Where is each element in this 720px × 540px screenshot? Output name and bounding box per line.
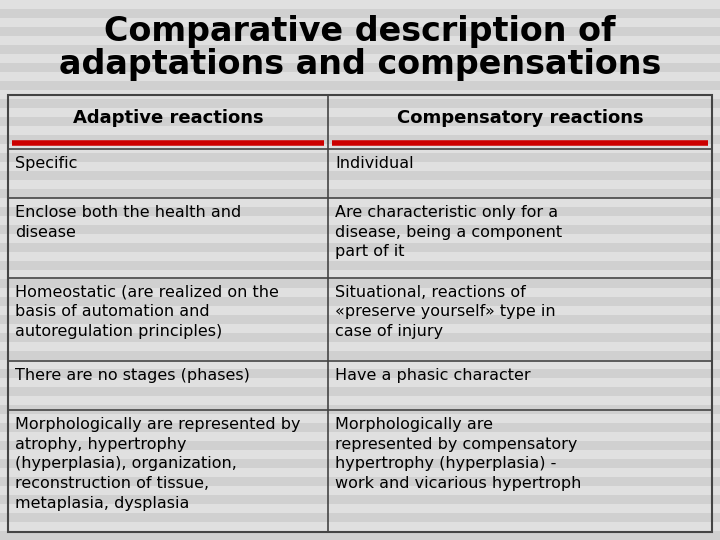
Bar — [0, 486, 720, 495]
Bar — [0, 387, 720, 396]
Text: Comparative description of: Comparative description of — [104, 15, 616, 48]
Text: Compensatory reactions: Compensatory reactions — [397, 109, 644, 127]
Bar — [0, 522, 720, 531]
Bar — [0, 0, 720, 9]
Bar — [0, 531, 720, 540]
Bar — [0, 144, 720, 153]
Bar — [0, 378, 720, 387]
Bar — [0, 153, 720, 162]
Bar — [0, 477, 720, 486]
Bar — [0, 297, 720, 306]
Bar — [0, 405, 720, 414]
Text: Have a phasic character: Have a phasic character — [336, 368, 531, 383]
Text: Enclose both the health and
disease: Enclose both the health and disease — [15, 205, 241, 240]
Bar — [0, 270, 720, 279]
Bar — [0, 126, 720, 135]
Bar — [0, 441, 720, 450]
Bar — [0, 468, 720, 477]
Bar — [0, 342, 720, 351]
Bar — [0, 27, 720, 36]
Bar — [0, 288, 720, 297]
Bar — [0, 351, 720, 360]
Bar — [0, 396, 720, 405]
Bar — [0, 252, 720, 261]
Bar — [0, 450, 720, 459]
Bar — [0, 369, 720, 378]
Bar — [0, 63, 720, 72]
Bar — [0, 360, 720, 369]
Bar — [0, 162, 720, 171]
Bar — [8, 95, 712, 532]
Bar — [0, 90, 720, 99]
Bar — [0, 36, 720, 45]
Text: There are no stages (phases): There are no stages (phases) — [15, 368, 250, 383]
Bar — [0, 306, 720, 315]
Bar — [0, 315, 720, 324]
Bar — [0, 333, 720, 342]
Bar — [0, 45, 720, 54]
Bar — [0, 504, 720, 513]
Bar — [0, 189, 720, 198]
Bar — [0, 279, 720, 288]
Text: Specific: Specific — [15, 156, 77, 171]
Bar — [0, 18, 720, 27]
Bar — [0, 9, 720, 18]
Bar — [0, 207, 720, 216]
Bar — [0, 198, 720, 207]
Bar — [0, 117, 720, 126]
Bar — [0, 423, 720, 432]
Bar — [0, 81, 720, 90]
Bar — [0, 54, 720, 63]
Bar — [0, 324, 720, 333]
Bar — [0, 459, 720, 468]
Text: Are characteristic only for a
disease, being a component
part of it: Are characteristic only for a disease, b… — [336, 205, 562, 259]
Bar — [0, 108, 720, 117]
Bar — [0, 234, 720, 243]
Text: Individual: Individual — [336, 156, 414, 171]
Bar — [0, 171, 720, 180]
Text: Adaptive reactions: Adaptive reactions — [73, 109, 264, 127]
Bar — [0, 135, 720, 144]
Bar — [0, 225, 720, 234]
Bar — [0, 99, 720, 108]
Text: Situational, reactions of
«preserve yourself» type in
case of injury: Situational, reactions of «preserve your… — [336, 285, 556, 339]
Bar — [0, 180, 720, 189]
Bar — [0, 243, 720, 252]
Bar — [0, 72, 720, 81]
Bar — [0, 216, 720, 225]
Bar — [0, 495, 720, 504]
Bar — [0, 414, 720, 423]
Bar — [0, 261, 720, 270]
Text: Morphologically are represented by
atrophy, hypertrophy
(hyperplasia), organizat: Morphologically are represented by atrop… — [15, 417, 300, 511]
Bar — [0, 432, 720, 441]
Bar — [0, 513, 720, 522]
Text: adaptations and compensations: adaptations and compensations — [59, 48, 661, 81]
Text: Homeostatic (are realized on the
basis of automation and
autoregulation principl: Homeostatic (are realized on the basis o… — [15, 285, 279, 339]
Text: Morphologically are
represented by compensatory
hypertrophy (hyperplasia) -
work: Morphologically are represented by compe… — [336, 417, 582, 491]
